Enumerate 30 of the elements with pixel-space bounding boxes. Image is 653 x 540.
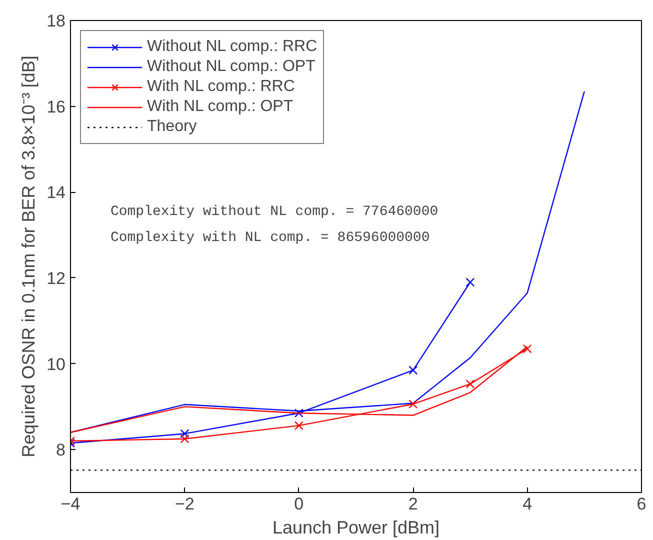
- point: [408, 366, 418, 375]
- y-tick-label: 18: [46, 12, 66, 30]
- x-axis-title: Launch Power [dBm]: [272, 518, 440, 538]
- point: [466, 278, 475, 287]
- point: [294, 408, 304, 418]
- legend-label: Without NL comp.: RRC: [147, 38, 318, 56]
- point: [180, 434, 190, 444]
- legend-label: Theory: [147, 118, 197, 136]
- x-tick-label: −2: [175, 494, 194, 514]
- y-axis-title: Required OSNR in 0.1nm for BER of 3.8×10⁻³ [dB]: [18, 56, 39, 458]
- point: [466, 379, 475, 388]
- y-tick-label: 8: [56, 440, 66, 460]
- x-tick-label: 2: [408, 494, 418, 514]
- x-tick-label: 6: [636, 494, 646, 514]
- legend-label: Without NL comp.: OPT: [147, 58, 316, 76]
- x-tick-label: 0: [294, 494, 304, 514]
- y-tick-label: 16: [46, 97, 66, 116]
- point: [180, 429, 190, 438]
- y-tick-label: 12: [46, 268, 66, 288]
- x-tick-label: −4: [60, 494, 80, 514]
- annotation: Complexity without NL comp. = 776460000: [110, 204, 438, 220]
- legend-label: With NL comp.: OPT: [147, 98, 294, 116]
- y-tick-label: 14: [46, 183, 66, 202]
- point: [408, 400, 418, 409]
- x-tick-label: 4: [522, 494, 532, 514]
- point: [522, 344, 532, 354]
- y-tick-label: 10: [46, 354, 66, 374]
- annotation: Complexity with NL comp. = 86596000000: [110, 230, 430, 246]
- legend-label: With NL comp.: RRC: [147, 78, 295, 96]
- point: [294, 421, 304, 430]
